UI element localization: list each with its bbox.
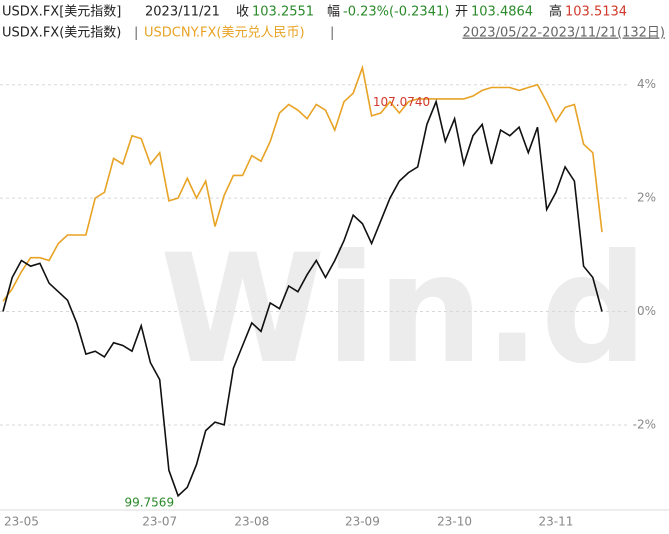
symbol: USDX.FX[美元指数] — [2, 5, 121, 20]
high-label: 高 — [549, 4, 562, 20]
date: 2023/11/21 — [145, 5, 220, 20]
legend-entry: USDCNY.FX(美元兑人民币) — [144, 26, 305, 41]
annotation-low: 99.7569 — [124, 495, 174, 509]
x-tick-label: 23-11 — [538, 515, 573, 529]
close-label: 收 — [236, 5, 249, 20]
x-tick-label: 23-09 — [345, 515, 380, 529]
watermark: Win.d — [160, 223, 648, 397]
x-tick-label: 23-10 — [437, 515, 472, 529]
high: 103.5134 — [565, 5, 627, 20]
change: -0.23%(-0.2341) — [343, 5, 449, 20]
y-tick-label: -2% — [633, 417, 656, 431]
y-tick-label: 4% — [637, 77, 656, 91]
x-tick-label: 23-07 — [142, 515, 177, 529]
x-tick-label: 23-05 — [4, 515, 39, 529]
series-line — [2, 64, 603, 302]
separator: | — [330, 26, 334, 41]
x-tick-label: 23-08 — [234, 515, 269, 529]
open-label: 开 — [455, 5, 468, 20]
legend-entry: USDX.FX(美元指数) — [2, 26, 121, 41]
y-tick-label: 2% — [637, 191, 656, 205]
open: 103.4864 — [471, 5, 533, 20]
close: 103.2551 — [252, 5, 314, 20]
separator: | — [134, 26, 138, 41]
annotation-high: 107.0740 — [373, 95, 430, 109]
change-label: 幅 — [327, 5, 340, 20]
date-range: 2023/05/22-2023/11/21(132日) — [462, 26, 665, 41]
series-line — [2, 99, 603, 498]
y-tick-label: 0% — [637, 304, 656, 318]
